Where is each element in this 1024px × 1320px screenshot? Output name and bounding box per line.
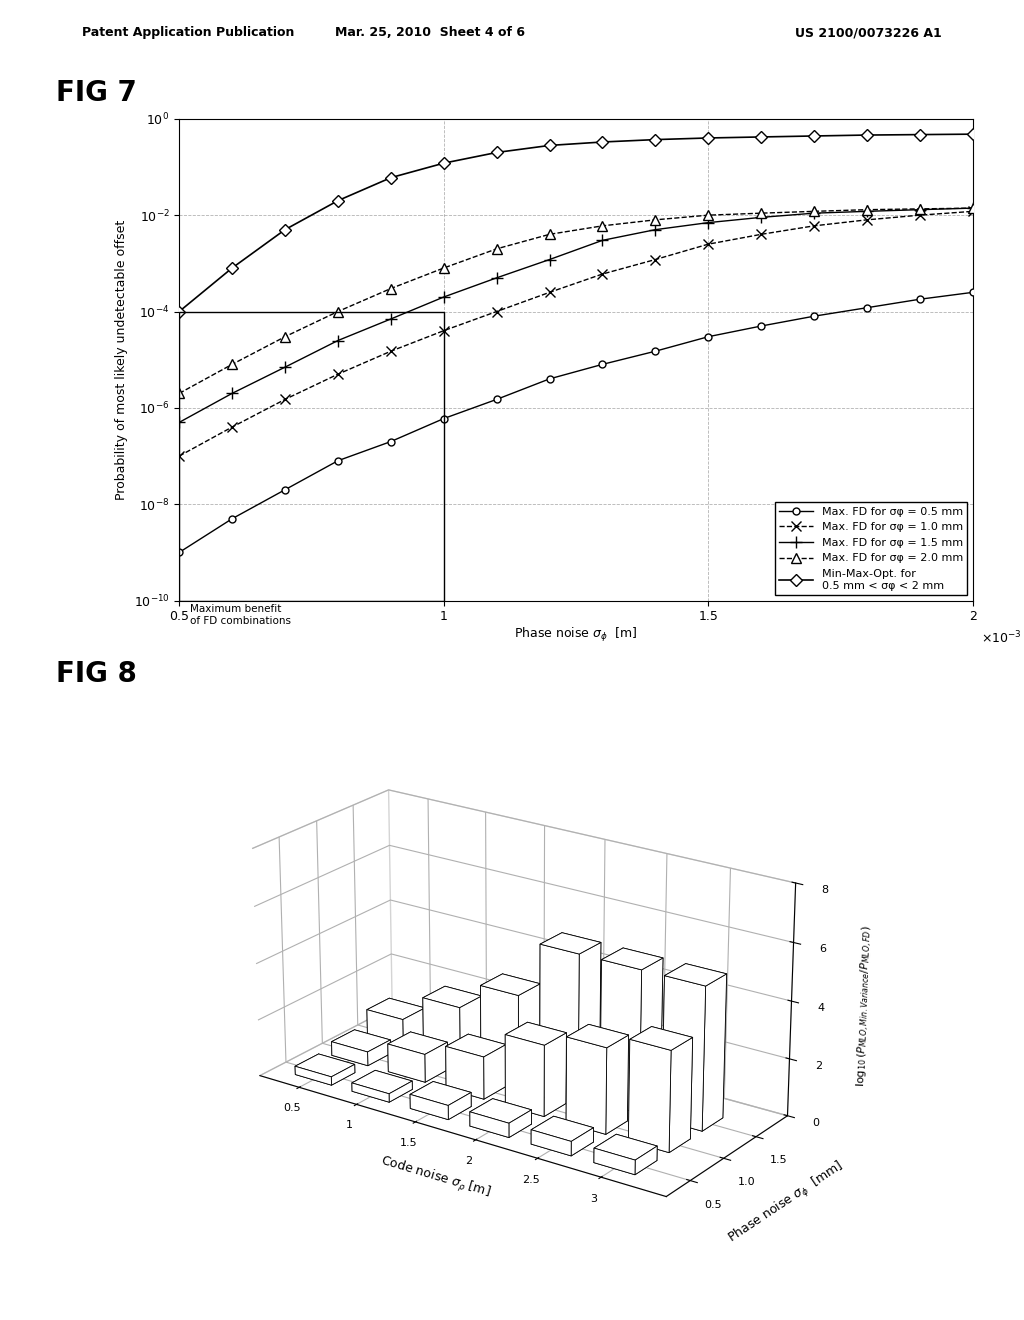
Max. FD for σφ = 1.0 mm (755, 227, 767, 243)
Text: US 2100/0073226 A1: US 2100/0073226 A1 (796, 26, 942, 40)
Max. FD for σφ = 0.5 mm (596, 356, 608, 372)
Line: Max. FD for σφ = 2.0 mm: Max. FD for σφ = 2.0 mm (174, 203, 978, 399)
Text: FIG 8: FIG 8 (56, 660, 137, 688)
Min-Max-Opt. for
0.5 mm < σφ < 2 mm (332, 193, 344, 209)
Max. FD for σφ = 2.0 mm (437, 260, 450, 276)
Min-Max-Opt. for
0.5 mm < σφ < 2 mm (755, 129, 767, 145)
Max. FD for σφ = 2.0 mm (279, 329, 291, 345)
Max. FD for σφ = 1.5 mm (385, 312, 397, 327)
Max. FD for σφ = 1.5 mm (808, 205, 820, 220)
Max. FD for σφ = 1.0 mm (279, 392, 291, 408)
Max. FD for σφ = 0.5 mm (861, 300, 873, 315)
Max. FD for σφ = 1.5 mm (649, 222, 662, 238)
Max. FD for σφ = 2.0 mm (332, 304, 344, 319)
Max. FD for σφ = 1.0 mm (913, 207, 926, 223)
X-axis label: Phase noise $\sigma_\phi$  [m]: Phase noise $\sigma_\phi$ [m] (514, 626, 638, 644)
Max. FD for σφ = 1.0 mm (808, 218, 820, 234)
Max. FD for σφ = 1.5 mm (913, 202, 926, 218)
Max. FD for σφ = 1.5 mm (332, 333, 344, 348)
Max. FD for σφ = 2.0 mm (967, 201, 979, 216)
Max. FD for σφ = 0.5 mm (702, 329, 715, 345)
Max. FD for σφ = 0.5 mm (544, 371, 556, 387)
Max. FD for σφ = 0.5 mm (755, 318, 767, 334)
Bar (179, 312, 443, 601)
Max. FD for σφ = 1.0 mm (596, 267, 608, 282)
Max. FD for σφ = 1.5 mm (226, 385, 239, 401)
Max. FD for σφ = 0.5 mm (385, 434, 397, 450)
Max. FD for σφ = 1.0 mm (702, 236, 715, 252)
X-axis label: Code noise $\sigma_\rho$ [m]: Code noise $\sigma_\rho$ [m] (378, 1152, 493, 1203)
Min-Max-Opt. for
0.5 mm < σφ < 2 mm (913, 127, 926, 143)
Max. FD for σφ = 1.0 mm (332, 366, 344, 381)
Max. FD for σφ = 0.5 mm (490, 392, 503, 408)
Min-Max-Opt. for
0.5 mm < σφ < 2 mm (967, 127, 979, 143)
Max. FD for σφ = 0.5 mm (226, 511, 239, 527)
Max. FD for σφ = 1.0 mm (226, 420, 239, 436)
Line: Min-Max-Opt. for
0.5 mm < σφ < 2 mm: Min-Max-Opt. for 0.5 mm < σφ < 2 mm (175, 129, 977, 315)
Max. FD for σφ = 0.5 mm (332, 453, 344, 469)
Max. FD for σφ = 1.0 mm (173, 447, 185, 463)
Max. FD for σφ = 0.5 mm (649, 343, 662, 359)
Max. FD for σφ = 2.0 mm (861, 202, 873, 218)
Line: Max. FD for σφ = 1.0 mm: Max. FD for σφ = 1.0 mm (174, 206, 978, 461)
Min-Max-Opt. for
0.5 mm < σφ < 2 mm (385, 170, 397, 186)
Max. FD for σφ = 2.0 mm (649, 213, 662, 228)
Y-axis label: Probability of most likely undetectable offset: Probability of most likely undetectable … (115, 219, 128, 500)
Max. FD for σφ = 1.5 mm (596, 232, 608, 248)
Max. FD for σφ = 2.0 mm (808, 203, 820, 219)
Max. FD for σφ = 0.5 mm (808, 309, 820, 325)
Max. FD for σφ = 0.5 mm (173, 544, 185, 560)
Max. FD for σφ = 0.5 mm (913, 292, 926, 308)
Max. FD for σφ = 1.5 mm (437, 289, 450, 305)
Min-Max-Opt. for
0.5 mm < σφ < 2 mm (173, 304, 185, 319)
Max. FD for σφ = 1.0 mm (967, 203, 979, 219)
Max. FD for σφ = 1.5 mm (702, 215, 715, 231)
Max. FD for σφ = 0.5 mm (967, 284, 979, 300)
Max. FD for σφ = 1.5 mm (967, 201, 979, 216)
Max. FD for σφ = 2.0 mm (173, 385, 185, 401)
Legend: Max. FD for σφ = 0.5 mm, Max. FD for σφ = 1.0 mm, Max. FD for σφ = 1.5 mm, Max. : Max. FD for σφ = 0.5 mm, Max. FD for σφ … (775, 503, 968, 595)
Max. FD for σφ = 2.0 mm (490, 242, 503, 257)
Min-Max-Opt. for
0.5 mm < σφ < 2 mm (490, 145, 503, 161)
Min-Max-Opt. for
0.5 mm < σφ < 2 mm (596, 135, 608, 150)
Max. FD for σφ = 1.5 mm (544, 252, 556, 268)
Max. FD for σφ = 2.0 mm (913, 201, 926, 216)
Max. FD for σφ = 1.0 mm (649, 252, 662, 268)
Y-axis label: Phase noise $\sigma_\phi$  [mm]: Phase noise $\sigma_\phi$ [mm] (725, 1158, 848, 1247)
Max. FD for σφ = 0.5 mm (279, 482, 291, 498)
Min-Max-Opt. for
0.5 mm < σφ < 2 mm (649, 132, 662, 148)
Max. FD for σφ = 2.0 mm (596, 218, 608, 234)
Text: Patent Application Publication: Patent Application Publication (82, 26, 294, 40)
Text: FIG 7: FIG 7 (56, 79, 137, 107)
Max. FD for σφ = 1.5 mm (861, 203, 873, 219)
Min-Max-Opt. for
0.5 mm < σφ < 2 mm (226, 260, 239, 276)
Max. FD for σφ = 1.0 mm (861, 213, 873, 228)
Max. FD for σφ = 2.0 mm (385, 281, 397, 297)
Max. FD for σφ = 1.5 mm (490, 269, 503, 285)
Min-Max-Opt. for
0.5 mm < σφ < 2 mm (861, 127, 873, 143)
Min-Max-Opt. for
0.5 mm < σφ < 2 mm (808, 128, 820, 144)
Line: Max. FD for σφ = 1.5 mm: Max. FD for σφ = 1.5 mm (173, 202, 979, 429)
Max. FD for σφ = 1.5 mm (279, 359, 291, 375)
Max. FD for σφ = 2.0 mm (226, 356, 239, 372)
Line: Max. FD for σφ = 0.5 mm: Max. FD for σφ = 0.5 mm (176, 289, 976, 556)
Max. FD for σφ = 1.5 mm (173, 414, 185, 430)
Text: $\times 10^{-3}$: $\times 10^{-3}$ (981, 630, 1022, 645)
Min-Max-Opt. for
0.5 mm < σφ < 2 mm (279, 222, 291, 238)
Max. FD for σφ = 1.0 mm (490, 304, 503, 319)
Max. FD for σφ = 2.0 mm (544, 227, 556, 243)
Max. FD for σφ = 0.5 mm (437, 411, 450, 426)
Max. FD for σφ = 1.0 mm (544, 284, 556, 300)
Max. FD for σφ = 1.5 mm (755, 210, 767, 226)
Min-Max-Opt. for
0.5 mm < σφ < 2 mm (544, 137, 556, 153)
Min-Max-Opt. for
0.5 mm < σφ < 2 mm (702, 131, 715, 147)
Max. FD for σφ = 2.0 mm (702, 207, 715, 223)
Text: Maximum benefit
of FD combinations: Maximum benefit of FD combinations (189, 605, 291, 626)
Max. FD for σφ = 1.0 mm (437, 323, 450, 339)
Max. FD for σφ = 2.0 mm (755, 205, 767, 220)
Min-Max-Opt. for
0.5 mm < σφ < 2 mm (437, 156, 450, 172)
Text: Mar. 25, 2010  Sheet 4 of 6: Mar. 25, 2010 Sheet 4 of 6 (335, 26, 525, 40)
Max. FD for σφ = 1.0 mm (385, 343, 397, 359)
